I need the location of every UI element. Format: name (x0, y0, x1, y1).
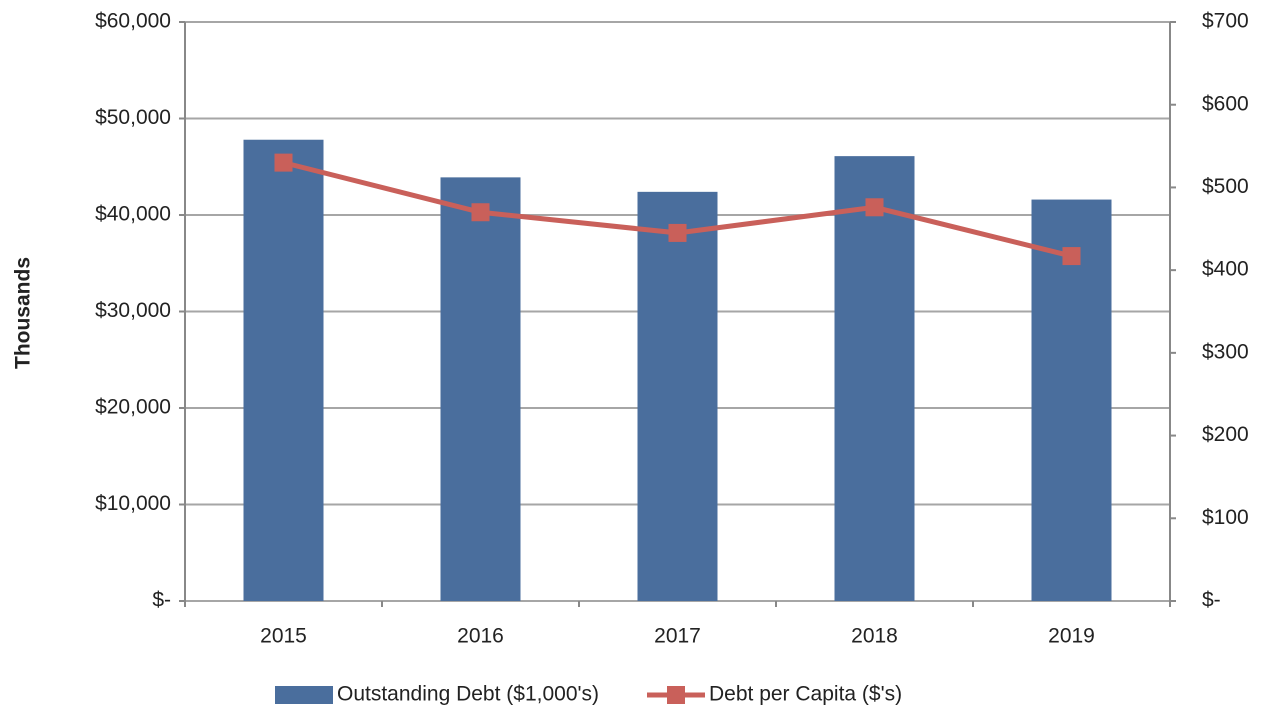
y-tick-label: $- (152, 589, 171, 612)
y2-tick-label: $700 (1202, 10, 1249, 33)
x-tick-label: 2018 (851, 625, 898, 648)
legend-label: Outstanding Debt ($1,000's) (337, 683, 599, 706)
bar (834, 156, 915, 601)
x-tick-label: 2017 (654, 625, 701, 648)
bar (243, 139, 324, 602)
bar (1031, 199, 1112, 601)
bar (440, 177, 521, 602)
legend-swatch (275, 686, 333, 704)
y-axis-title: Thousands (12, 257, 35, 369)
y-tick-label: $10,000 (95, 492, 171, 515)
marker (668, 223, 687, 242)
y-tick-label: $50,000 (95, 106, 171, 129)
y-tick-label: $40,000 (95, 203, 171, 226)
marker (865, 198, 884, 217)
x-tick-label: 2016 (457, 625, 504, 648)
x-tick-label: 2015 (260, 625, 307, 648)
y-tick-label: $60,000 (95, 10, 171, 33)
y-tick-label: $20,000 (95, 396, 171, 419)
y2-tick-label: $200 (1202, 423, 1249, 446)
x-tick-label: 2019 (1048, 625, 1095, 648)
y2-tick-label: $- (1202, 589, 1221, 612)
y2-tick-label: $400 (1202, 258, 1249, 281)
y2-tick-label: $600 (1202, 92, 1249, 115)
marker (471, 203, 490, 222)
y2-tick-label: $300 (1202, 340, 1249, 363)
y2-tick-label: $500 (1202, 175, 1249, 198)
y-tick-label: $30,000 (95, 299, 171, 322)
marker (1062, 247, 1081, 266)
legend-swatch (667, 686, 685, 704)
bar (637, 191, 718, 601)
marker (274, 153, 293, 172)
legend-label: Debt per Capita ($'s) (709, 683, 902, 706)
y2-tick-label: $100 (1202, 506, 1249, 529)
